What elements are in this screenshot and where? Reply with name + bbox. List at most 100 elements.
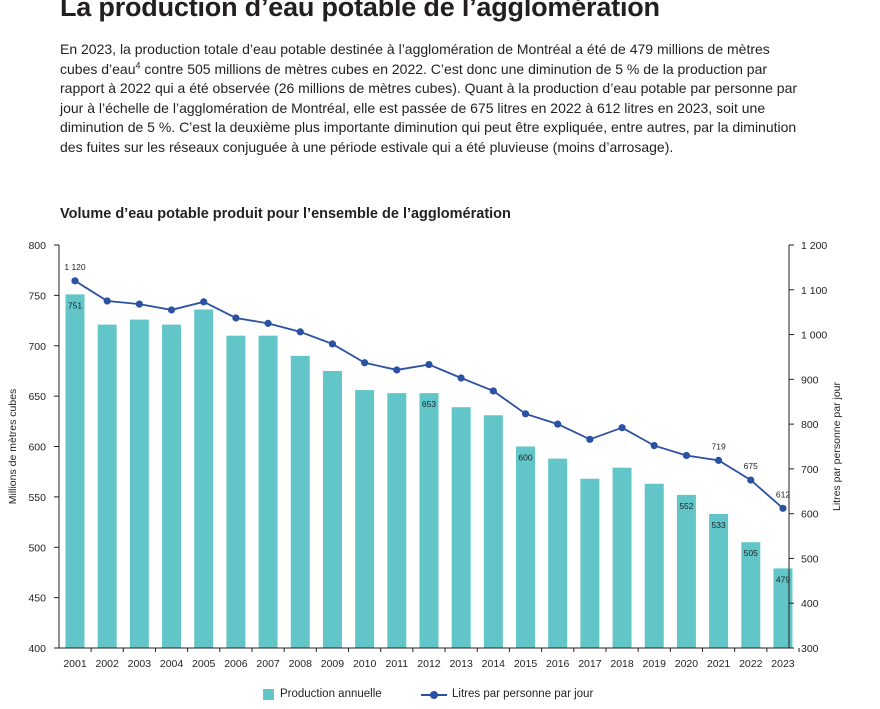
x-tick-label-2007: 2007: [256, 658, 280, 670]
legend-swatch-bar: [263, 689, 274, 700]
footnote-marker[interactable]: 4: [135, 59, 141, 70]
bar-data-label-2022: 505: [744, 548, 758, 558]
legend-dot-marker: [430, 691, 438, 699]
x-tick-label-2013: 2013: [449, 658, 473, 670]
line-point-2023: [779, 504, 787, 512]
line-point-2020: [682, 451, 691, 460]
y2-tick-label-7: 1 000: [801, 330, 827, 342]
bar-2022: [741, 542, 761, 648]
x-tick-label-2010: 2010: [353, 658, 377, 670]
y-tick-label-450: 450: [28, 593, 46, 605]
bar-2005: [194, 309, 214, 648]
y-tick-label-750: 750: [28, 290, 46, 302]
x-tick-label-2018: 2018: [610, 658, 634, 670]
bar-2023: [773, 568, 793, 648]
line-point-2002: [103, 297, 111, 305]
x-tick-label-2020: 2020: [675, 658, 699, 670]
line-point-2016: [554, 420, 562, 428]
x-tick-label-2009: 2009: [321, 658, 345, 670]
y2-tick-label-1: 400: [801, 598, 819, 610]
bar-data-label-2020: 552: [679, 501, 693, 511]
y-axis-title: Millions de mètres cubes: [7, 389, 19, 505]
x-tick-label-2012: 2012: [417, 658, 441, 670]
x-tick-label-2005: 2005: [192, 658, 216, 670]
bar-data-label-2023: 479: [776, 574, 790, 584]
y2-tick-label-5: 800: [801, 419, 819, 431]
bar-2018: [612, 467, 632, 648]
x-tick-label-2004: 2004: [160, 658, 184, 670]
intro-text-start: En 2023, la production totale d’eau pota…: [60, 41, 770, 77]
legend-label-production: Production annuelle: [280, 688, 382, 700]
line-point-2012: [425, 360, 433, 369]
chart-title: Volume d’eau potable produit pour l’ense…: [60, 206, 511, 222]
y2-axis-title: Litres par personne par jour: [831, 382, 843, 511]
y2-tick-label-0: 300: [801, 643, 819, 655]
bar-2001: [65, 294, 85, 648]
line-point-2006: [232, 314, 240, 322]
line-data-label-2021: 719: [712, 441, 726, 451]
x-tick-label-2001: 2001: [63, 658, 87, 670]
y-tick-label-600: 600: [28, 442, 46, 454]
y2-tick-label-3: 600: [801, 509, 819, 521]
x-tick-label-2014: 2014: [482, 658, 506, 670]
bar-2014: [483, 415, 503, 648]
line-point-2015: [521, 410, 530, 418]
legend-label-litres: Litres par personne par jour: [452, 688, 594, 700]
y2-tick-label-9: 1 200: [801, 240, 827, 252]
bar-2019: [644, 483, 664, 648]
line-point-2001: [71, 277, 79, 285]
x-tick-label-2008: 2008: [289, 658, 313, 670]
line-point-2005: [200, 298, 208, 306]
bar-2007: [258, 335, 278, 648]
intro-text-end: contre 505 millions de mètres cubes en 2…: [60, 60, 798, 155]
x-tick-label-2002: 2002: [96, 658, 120, 670]
bar-2002: [97, 324, 117, 648]
y-tick-label-700: 700: [28, 341, 46, 353]
x-tick-label-2011: 2011: [386, 658, 409, 670]
bar-data-label-2015: 600: [518, 453, 532, 463]
line-data-label-2023: 612: [776, 489, 790, 499]
bar-data-label-2021: 533: [712, 520, 726, 530]
y2-tick-label-4: 700: [801, 464, 819, 476]
bar-2004: [162, 324, 182, 648]
y-tick-label-800: 800: [28, 240, 46, 252]
line-point-2003: [135, 300, 143, 308]
x-tick-label-2023: 2023: [771, 658, 795, 670]
bar-2010: [355, 390, 375, 648]
bar-2013: [451, 407, 471, 648]
bar-2011: [387, 393, 407, 648]
line-point-2013: [457, 374, 465, 382]
line-point-2019: [650, 442, 658, 450]
line-point-2021: [715, 456, 723, 464]
line-data-label-2022: 675: [744, 461, 758, 471]
bar-2008: [290, 355, 310, 648]
y-tick-label-650: 650: [28, 391, 46, 403]
line-data-label-2001: 1 120: [64, 262, 86, 272]
line-point-2014: [489, 387, 497, 395]
intro-paragraph: En 2023, la production totale d’eau pota…: [60, 40, 800, 157]
y2-tick-label-8: 1 100: [801, 285, 827, 297]
line-point-2004: [167, 306, 176, 314]
x-tick-label-2006: 2006: [224, 658, 248, 670]
bar-2016: [548, 458, 568, 648]
y-tick-label-550: 550: [28, 492, 46, 504]
line-point-2017: [586, 435, 594, 443]
line-point-2007: [264, 319, 272, 327]
line-point-2022: [747, 476, 755, 484]
bar-2021: [709, 514, 729, 648]
line-point-2010: [361, 359, 369, 367]
line-point-2009: [328, 340, 337, 348]
x-tick-label-2019: 2019: [643, 658, 667, 670]
bar-2017: [580, 478, 600, 648]
bar-2012: [419, 393, 439, 648]
y2-tick-label-6: 900: [801, 374, 819, 386]
bar-2020: [676, 494, 696, 648]
x-tick-label-2003: 2003: [128, 658, 152, 670]
bar-2015: [516, 446, 536, 648]
y2-tick-label-2: 500: [801, 553, 819, 565]
bar-2009: [322, 370, 342, 648]
bar-data-label-2012: 653: [422, 399, 436, 409]
page-title: La production d’eau potable de l’agglomé…: [60, 0, 660, 22]
x-tick-label-2016: 2016: [546, 658, 570, 670]
